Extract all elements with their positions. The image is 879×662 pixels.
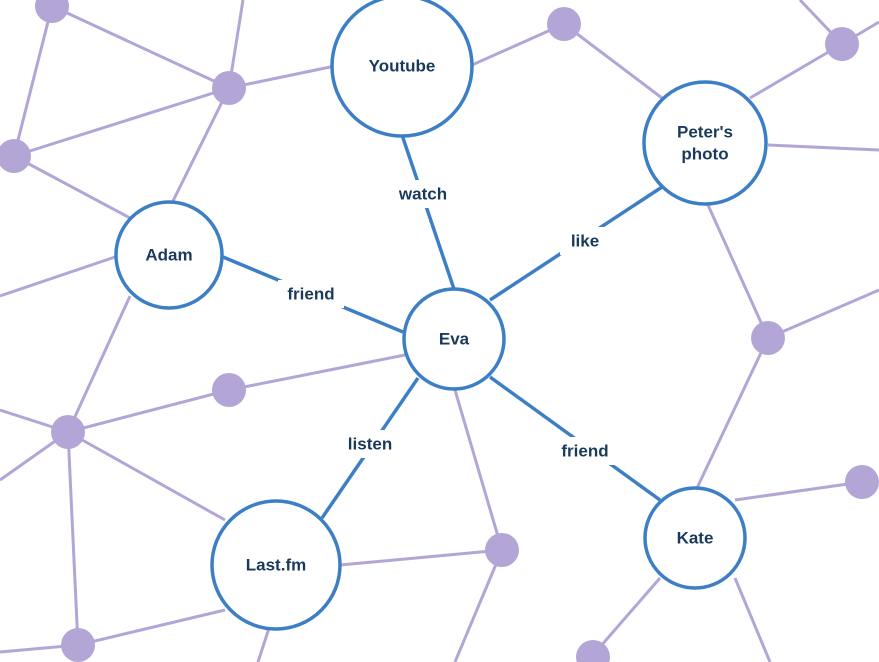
- bg-edge: [591, 577, 662, 656]
- bg-edge: [77, 608, 226, 647]
- node-peters-photo[interactable]: Peter's photo: [642, 80, 768, 206]
- bg-edge: [228, 64, 336, 90]
- node-label: Last.fm: [246, 556, 306, 575]
- entity-nodes: Youtube Peter's photo Adam Eva Last.fm K…: [114, 0, 768, 631]
- bg-edge: [733, 577, 772, 662]
- node-eva[interactable]: Eva: [402, 287, 506, 391]
- bg-edge: [12, 5, 54, 157]
- bg-edge: [170, 87, 231, 204]
- bg-node: [61, 628, 95, 662]
- edge-eva-youtube: [400, 134, 456, 290]
- bg-edge: [453, 389, 504, 551]
- node-kate[interactable]: Kate: [643, 486, 747, 590]
- bg-node: [35, 0, 69, 23]
- bg-edge: [228, 353, 406, 392]
- bg-edge: [749, 42, 843, 100]
- bg-edge: [0, 254, 119, 298]
- bg-edge: [695, 337, 770, 489]
- bg-node: [0, 139, 31, 173]
- bg-node: [485, 533, 519, 567]
- node-label-line2: photo: [681, 145, 728, 164]
- node-youtube[interactable]: Youtube: [330, 0, 474, 138]
- bg-node: [212, 373, 246, 407]
- relation-label-text: watch: [398, 185, 447, 204]
- node-lastfm[interactable]: Last.fm: [210, 499, 342, 631]
- bg-node: [751, 321, 785, 355]
- node-label: Adam: [145, 246, 192, 265]
- bg-edge: [13, 86, 230, 158]
- relation-label-watch: watch: [392, 180, 454, 208]
- bg-edge: [563, 22, 663, 100]
- bg-node: [845, 465, 879, 499]
- bg-node: [212, 71, 246, 105]
- bg-edge: [339, 548, 503, 567]
- bg-edge: [453, 549, 504, 662]
- bg-edge: [66, 295, 132, 433]
- bg-node: [547, 7, 581, 41]
- bg-edge: [767, 288, 879, 340]
- bg-node: [576, 640, 610, 662]
- bg-edge: [256, 624, 272, 662]
- node-label: Kate: [677, 529, 714, 548]
- node-label-line1: Peter's: [677, 123, 733, 142]
- bg-edge: [767, 143, 879, 152]
- bg-edge: [734, 480, 863, 502]
- relation-label-text: friend: [287, 285, 334, 304]
- relation-label-text: friend: [561, 442, 608, 461]
- bg-edge: [67, 388, 230, 434]
- relation-label-friend-adam: friend: [278, 280, 344, 308]
- relation-label-listen: listen: [340, 430, 400, 458]
- node-label: Eva: [439, 330, 470, 349]
- bg-edge: [13, 154, 131, 220]
- relation-label-text: like: [571, 232, 599, 251]
- relation-label-friend-kate: friend: [552, 437, 618, 465]
- relation-label-like: like: [560, 227, 610, 255]
- node-adam[interactable]: Adam: [114, 200, 224, 310]
- bg-edge: [706, 204, 770, 339]
- relation-label-text: listen: [348, 435, 392, 454]
- relation-labels: watch like friend listen friend: [278, 180, 618, 465]
- bg-edge: [67, 430, 226, 522]
- bg-edge: [51, 4, 230, 90]
- node-label: Youtube: [369, 57, 436, 76]
- bg-node: [51, 415, 85, 449]
- bg-node: [825, 27, 859, 61]
- bg-edge: [66, 431, 80, 646]
